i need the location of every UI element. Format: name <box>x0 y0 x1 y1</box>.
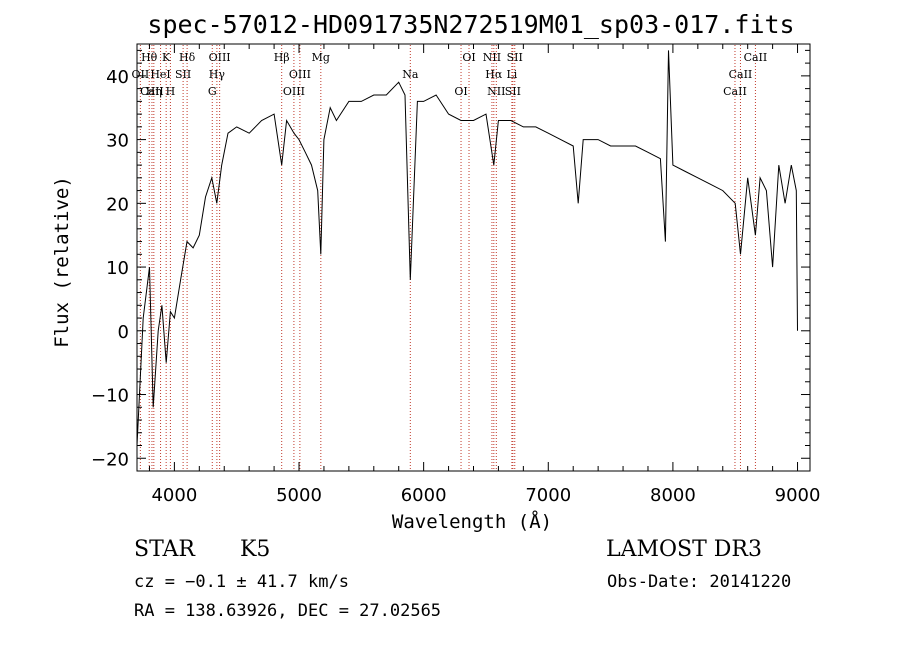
line-marker-label: Hθ <box>141 51 158 64</box>
line-marker-label: OII <box>132 68 150 81</box>
y-axis: −20 −10 0 10 20 30 40 <box>91 49 810 470</box>
line-marker-label: CaII <box>744 51 768 64</box>
spectral-line-labels: HθOIICaIIKHeIHηHδSIIHOIIIHγGHβOIIIOIIIMg… <box>132 51 768 98</box>
line-marker-label: OIII <box>209 51 231 64</box>
line-marker-label: Hδ <box>179 51 196 64</box>
line-marker-label: G <box>208 85 217 98</box>
line-marker-label: CaII <box>723 85 747 98</box>
sky-coordinates: RA = 138.63926, DEC = 27.02565 <box>134 601 442 621</box>
line-marker-label: CaII <box>729 68 753 81</box>
object-subclass: K5 <box>240 537 271 562</box>
line-marker-label: HeI <box>150 68 170 81</box>
y-axis-label: Flux (relative) <box>51 176 73 348</box>
line-marker-label: Li <box>506 68 517 81</box>
line-marker-label: NII <box>487 85 505 98</box>
object-class: STAR <box>134 537 195 562</box>
line-marker-label: Hβ <box>274 51 290 64</box>
line-marker-label: OI <box>454 85 467 98</box>
line-marker-label: SII <box>175 68 191 81</box>
plot-frame <box>136 43 811 472</box>
line-marker-label: Mg <box>312 51 330 64</box>
line-marker-label: OI <box>462 51 475 64</box>
spectral-line-markers <box>139 45 756 470</box>
observation-date: Obs-Date: 20141220 <box>607 572 792 592</box>
line-marker-label: Hη <box>146 85 162 98</box>
line-marker-label: H <box>166 85 176 98</box>
y-tick-label: −20 <box>91 449 129 470</box>
y-tick-label: 40 <box>106 67 129 88</box>
line-marker-label: K <box>162 51 171 64</box>
line-marker-label: CaII <box>140 85 164 98</box>
chart-title: spec-57012-HD091735N272519M01_sp03-017.f… <box>147 10 794 39</box>
line-marker-label: SII <box>507 51 523 64</box>
survey-name: LAMOST DR3 <box>606 537 762 562</box>
line-marker-label: NII <box>483 51 501 64</box>
line-marker-label: OIII <box>289 68 311 81</box>
line-marker-label: SII <box>505 85 521 98</box>
x-axis-label: Wavelength (Å) <box>392 510 552 533</box>
line-marker-label: Hγ <box>209 68 226 81</box>
line-marker-label: OIII <box>283 85 305 98</box>
y-tick-label: 20 <box>106 194 129 215</box>
y-tick-label: −10 <box>91 386 129 407</box>
y-tick-label: 10 <box>106 258 129 279</box>
x-tick-label: 4000 <box>151 485 197 506</box>
spectrum-line <box>136 50 798 446</box>
x-tick-label: 8000 <box>650 485 696 506</box>
x-tick-label: 9000 <box>775 485 821 506</box>
y-tick-label: 30 <box>106 131 129 152</box>
x-axis: 4000 5000 6000 7000 8000 9000 <box>148 44 821 506</box>
x-tick-label: 7000 <box>525 485 571 506</box>
x-tick-label: 5000 <box>276 485 322 506</box>
line-marker-label: Na <box>402 68 419 81</box>
y-tick-label: 0 <box>118 322 129 343</box>
redshift-readout: cz = −0.1 ± 41.7 km/s <box>134 572 349 592</box>
x-tick-label: 6000 <box>401 485 447 506</box>
line-marker-label: Hα <box>485 68 503 81</box>
